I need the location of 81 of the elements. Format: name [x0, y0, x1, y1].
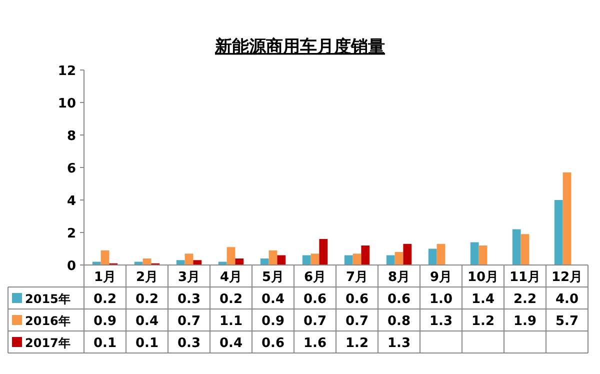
bar — [428, 248, 437, 265]
data-label: 0.9 — [261, 314, 285, 329]
bar — [403, 244, 412, 265]
legend-label: 2017年 — [25, 336, 70, 350]
data-label: 0.7 — [303, 314, 327, 329]
bar — [436, 244, 446, 265]
x-tick-label: 12月 — [551, 270, 583, 285]
data-label: 0.2 — [219, 292, 243, 307]
data-label: 0.7 — [177, 314, 201, 329]
data-label: 1.4 — [471, 292, 495, 307]
data-label: 0.8 — [387, 314, 411, 329]
data-label: 5.7 — [555, 314, 579, 329]
bar — [470, 242, 479, 265]
chart-title: 新能源商用车月度销量 — [214, 37, 385, 57]
x-tick-label: 6月 — [304, 270, 326, 285]
data-label: 1.0 — [429, 292, 453, 307]
bar — [176, 260, 185, 265]
legend-label: 2016年 — [25, 314, 70, 328]
data-label: 0.1 — [93, 336, 117, 351]
bar — [184, 254, 194, 265]
data-label: 1.3 — [387, 336, 411, 351]
x-tick-label: 3月 — [178, 270, 200, 285]
data-label: 0.6 — [345, 292, 369, 307]
x-tick-label: 1月 — [94, 270, 116, 285]
data-label: 1.2 — [471, 314, 495, 329]
bar — [512, 229, 521, 265]
data-label: 1.9 — [513, 314, 537, 329]
y-tick-label: 4 — [66, 194, 76, 209]
bar — [277, 255, 286, 265]
y-tick-label: 0 — [66, 259, 76, 274]
data-label: 0.2 — [135, 292, 159, 307]
data-label: 0.3 — [177, 292, 201, 307]
x-tick-label: 2月 — [136, 270, 158, 285]
y-tick-label: 10 — [58, 96, 76, 112]
data-label: 0.6 — [303, 292, 327, 307]
y-tick-label: 6 — [66, 162, 76, 176]
data-label: 0.4 — [261, 292, 285, 307]
data-label: 0.7 — [345, 314, 369, 329]
bar — [554, 200, 563, 265]
x-tick-label: 8月 — [388, 270, 410, 285]
bar — [562, 172, 572, 265]
bar — [235, 258, 244, 265]
bar — [302, 255, 311, 265]
data-label: 0.4 — [219, 336, 243, 351]
y-tick-label: 2 — [66, 226, 76, 242]
bar — [310, 254, 320, 265]
bar — [344, 255, 353, 265]
data-label: 0.4 — [135, 314, 159, 329]
bar — [100, 250, 110, 265]
legend-label: 2015年 — [25, 292, 70, 306]
bar — [386, 255, 395, 265]
bar — [520, 234, 530, 265]
bar — [226, 247, 236, 265]
y-tick-label: 12 — [58, 64, 76, 79]
data-label: 1.6 — [303, 336, 327, 351]
data-label: 0.3 — [177, 336, 201, 351]
x-tick-label: 4月 — [220, 270, 242, 285]
data-label: 2.2 — [513, 292, 537, 307]
data-label: 0.9 — [93, 314, 117, 329]
bar — [394, 252, 404, 265]
bar — [260, 258, 269, 265]
bar — [268, 250, 278, 265]
data-label: 0.2 — [93, 292, 117, 307]
x-tick-label: 5月 — [262, 270, 284, 285]
data-label: 1.3 — [429, 314, 453, 329]
bar — [478, 246, 488, 265]
data-label: 1.1 — [219, 314, 243, 329]
x-tick-label: 11月 — [509, 270, 541, 285]
bar — [319, 239, 328, 265]
bar — [361, 246, 370, 265]
data-label: 4.0 — [555, 292, 579, 307]
data-label: 1.2 — [345, 336, 369, 351]
x-tick-label: 7月 — [346, 270, 368, 285]
x-tick-label: 10月 — [467, 270, 499, 285]
y-tick-label: 8 — [66, 129, 76, 144]
x-tick-label: 9月 — [430, 270, 452, 285]
data-label: 0.6 — [261, 336, 285, 351]
data-label: 0.6 — [387, 292, 411, 307]
data-label: 0.1 — [135, 336, 159, 351]
bar — [193, 260, 202, 265]
bar — [352, 254, 362, 265]
